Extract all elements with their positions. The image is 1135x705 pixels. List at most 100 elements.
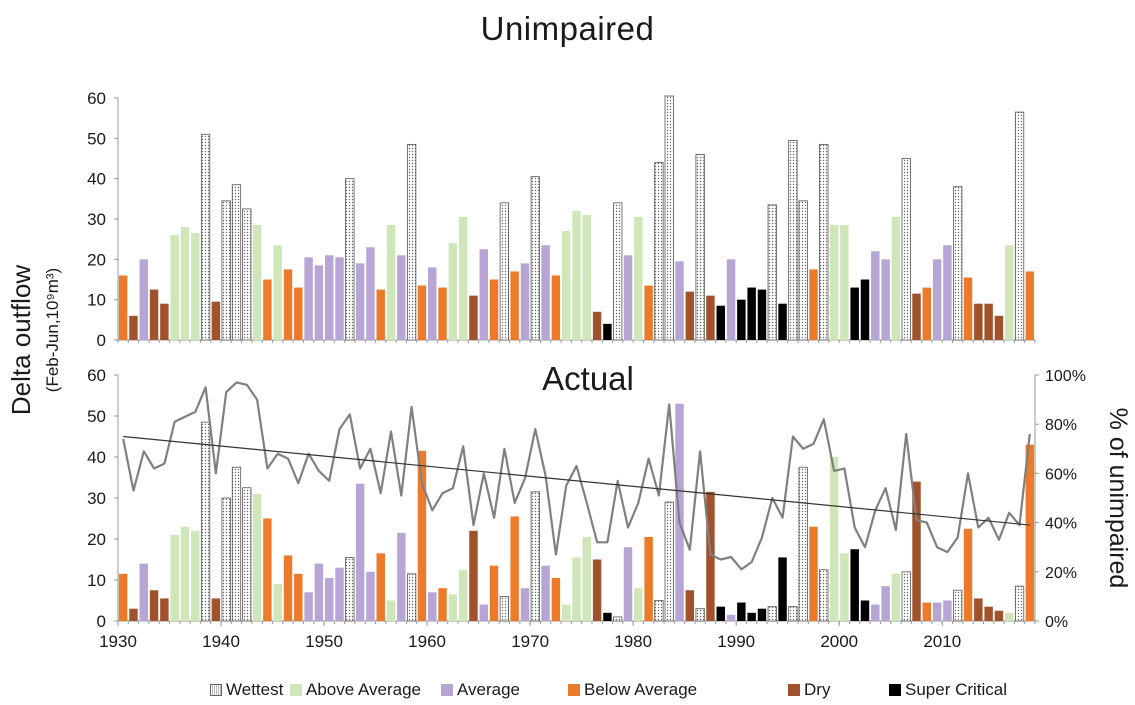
bar-2018 — [1025, 444, 1035, 621]
bar-1970 — [530, 491, 540, 622]
bar-1937 — [191, 233, 200, 340]
bar-1930 — [118, 275, 128, 340]
bar-1981 — [644, 536, 653, 621]
bar-1950 — [324, 577, 334, 621]
y-tick-label: 60 — [87, 89, 106, 108]
bar-1982 — [654, 600, 664, 622]
bar-2004 — [881, 586, 890, 621]
bar-1943 — [252, 225, 262, 340]
bar-2018 — [1025, 271, 1035, 340]
bar-1994 — [778, 557, 787, 621]
bar-1945 — [273, 584, 282, 621]
y-tick-label: 10 — [87, 291, 106, 310]
bar-1953 — [355, 263, 365, 340]
y-axis-label: Delta outflow — [6, 265, 36, 416]
bar-1959 — [417, 285, 427, 340]
y-tick-label: 40 — [87, 448, 106, 467]
bar-1960 — [428, 592, 437, 621]
bar-1958 — [407, 143, 417, 341]
bar-1994 — [778, 303, 787, 340]
x-tick-label: 2000 — [820, 632, 858, 651]
x-tick-label: 2010 — [923, 632, 961, 651]
bar-1985 — [685, 590, 695, 621]
y-axis-sublabel: (Feb-Jun,10⁹m³) — [43, 268, 62, 392]
bar-1951 — [335, 567, 344, 621]
bar-1999 — [829, 457, 839, 621]
bar-1983 — [664, 95, 674, 341]
bar-1974 — [572, 210, 581, 340]
bar-1987 — [706, 295, 715, 340]
legend-item-above: Above Average — [290, 680, 421, 700]
bar-1980 — [634, 216, 643, 340]
bar-1958 — [407, 573, 417, 622]
bar-1964 — [469, 295, 478, 340]
bar-1937 — [191, 530, 200, 621]
y2-tick-label: 100% — [1045, 368, 1086, 385]
bar-2000 — [840, 553, 849, 621]
bar-1950 — [324, 255, 334, 340]
bar-1993 — [767, 204, 777, 341]
bar-1946 — [283, 555, 293, 621]
bar-1933 — [149, 289, 159, 340]
bar-1948 — [304, 592, 313, 621]
bar-1979 — [623, 255, 633, 340]
bar-1949 — [314, 563, 324, 621]
bar-1966 — [489, 565, 499, 621]
bar-1954 — [366, 247, 375, 340]
y-tick-label: 0 — [97, 331, 106, 350]
bar-2017 — [1014, 585, 1025, 622]
y2-tick-label: 20% — [1045, 565, 1077, 582]
bar-1962 — [448, 243, 458, 340]
bar-1976 — [592, 559, 602, 621]
y-tick-label: 20 — [87, 530, 106, 549]
bar-2015 — [994, 315, 1004, 340]
bar-1969 — [520, 263, 530, 340]
bar-1957 — [397, 255, 406, 340]
bar-1975 — [582, 536, 592, 621]
bar-2008 — [922, 287, 932, 340]
bar-1998 — [819, 143, 829, 341]
bar-1957 — [397, 532, 406, 621]
bar-1988 — [716, 305, 725, 340]
bar-1952 — [345, 178, 355, 341]
x-tick-label: 1940 — [202, 632, 240, 651]
legend-swatch-average — [441, 684, 453, 696]
bar-2012 — [963, 528, 973, 621]
bar-1932 — [139, 563, 148, 621]
bar-1932 — [139, 259, 148, 340]
legend-swatch-above — [290, 684, 302, 696]
bar-2007 — [912, 293, 921, 340]
bar-1985 — [685, 291, 695, 340]
bar-1963 — [458, 216, 468, 340]
bar-1942 — [242, 208, 252, 341]
bar-1983 — [664, 501, 674, 622]
bar-2000 — [840, 225, 849, 340]
bar-1995 — [788, 606, 798, 622]
y-tick-label: 30 — [87, 489, 106, 508]
bar-1979 — [623, 547, 633, 621]
bar-1965 — [479, 604, 488, 621]
bar-1956 — [386, 225, 396, 340]
bar-1989 — [726, 614, 736, 621]
bar-1987 — [706, 491, 715, 621]
legend-item-below: Below Average — [568, 680, 697, 700]
bar-1930 — [118, 573, 128, 621]
bar-1940 — [221, 497, 231, 622]
legend-item-critical: Super Critical — [889, 680, 1007, 700]
bar-1972 — [551, 577, 561, 621]
bar-2013 — [974, 598, 983, 621]
bar-1975 — [582, 214, 592, 340]
bar-1936 — [180, 526, 190, 621]
bar-2013 — [974, 303, 983, 340]
legend-label-wettest: Wettest — [226, 680, 284, 699]
bar-1980 — [634, 588, 643, 621]
bar-1959 — [417, 450, 427, 621]
bar-1972 — [551, 275, 561, 340]
bar-1935 — [170, 235, 179, 340]
x-tick-label: 1970 — [511, 632, 549, 651]
bar-1947 — [294, 287, 303, 340]
legend-swatch-dry — [788, 684, 800, 696]
bar-1995 — [788, 139, 798, 341]
bar-1931 — [129, 608, 138, 621]
bar-1948 — [304, 257, 313, 340]
